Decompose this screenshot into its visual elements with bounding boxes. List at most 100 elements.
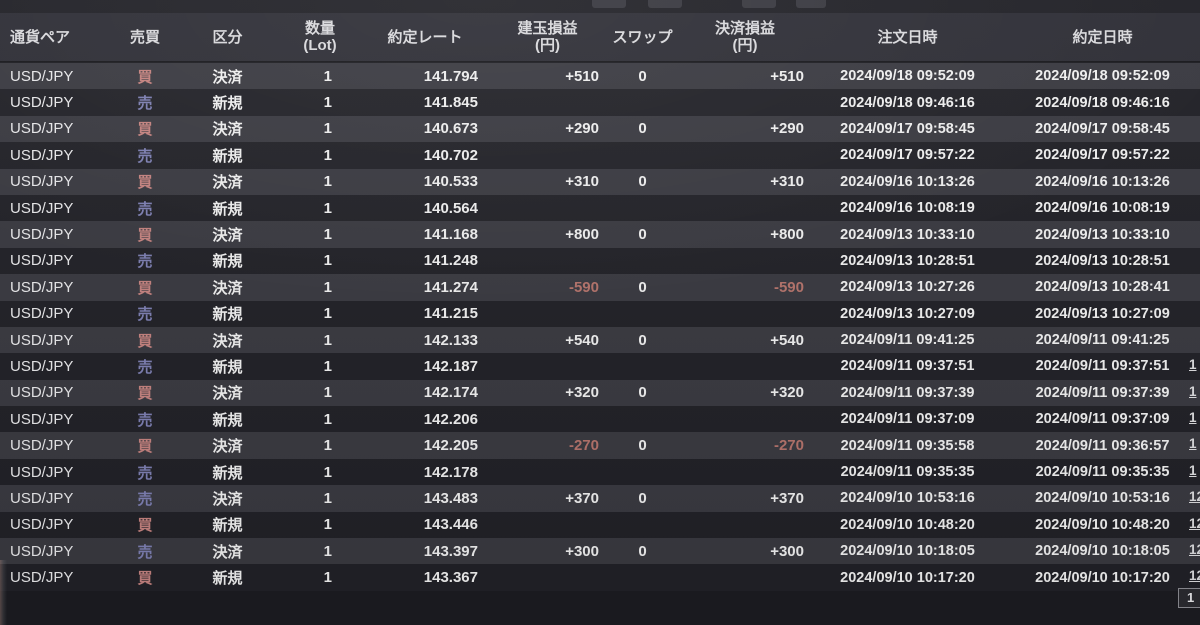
cell-pair: USD/JPY	[10, 569, 74, 587]
cell-exec_dt: 2024/09/13 10:27:09	[1035, 305, 1170, 322]
cell-pair: USD/JPY	[10, 516, 74, 534]
cell-kubun: 決済	[212, 490, 243, 508]
table-row[interactable]: USD/JPY 売 新規 1 141.845 2024/09/18 09:46:16 202…	[0, 89, 1200, 116]
cell-rate: 140.533	[423, 173, 478, 191]
table-row[interactable]: USD/JPY 買 決済 1 142.205 -270 0 -270 2024/09/11 09…	[0, 432, 1200, 459]
cell-close_pl: +320	[770, 384, 804, 402]
clipped-right-column-fragment: 1	[1189, 436, 1197, 452]
cell-open_pl: +310	[565, 173, 599, 191]
table-row[interactable]: USD/JPY 売 新規 1 140.564 2024/09/16 10:08:19 202…	[0, 194, 1200, 222]
cell-pair: USD/JPY	[10, 67, 74, 85]
header-kubun: 区分	[212, 28, 243, 46]
cell-exec_dt: 2024/09/11 09:37:39	[1035, 384, 1170, 401]
cell-swap: 0	[638, 120, 647, 138]
cell-pair: USD/JPY	[10, 410, 74, 428]
cell-rate: 141.215	[423, 305, 478, 323]
table-row[interactable]: USD/JPY 売 新規 1 140.702 2024/09/17 09:57:22 202…	[0, 142, 1200, 169]
cell-pair: USD/JPY	[10, 94, 74, 112]
cell-qty: 1	[323, 67, 332, 85]
page-number-box[interactable]: 1	[1178, 588, 1200, 608]
clipped-right-column-fragment: 12	[1189, 568, 1200, 584]
cell-pair: USD/JPY	[10, 226, 74, 244]
cell-pair: USD/JPY	[10, 173, 74, 191]
cell-qty: 1	[323, 120, 332, 138]
table-row[interactable]: USD/JPY 買 決済 1 141.274 -590 0 -590 2024/09/13 10…	[0, 274, 1200, 301]
cell-close_pl: +300	[770, 542, 804, 560]
cell-close_pl: +510	[770, 67, 804, 85]
cell-rate: 142.206	[423, 410, 478, 428]
cell-order_dt: 2024/09/13 10:27:09	[840, 305, 975, 322]
cell-open_pl: +370	[565, 489, 599, 507]
cell-side: 買	[137, 570, 153, 588]
cell-order_dt: 2024/09/10 10:53:16	[840, 490, 975, 507]
clipped-right-column-fragment: 1	[1189, 410, 1197, 426]
table-row[interactable]: USD/JPY 売 新規 1 141.215 2024/09/13 10:27:09 202…	[0, 300, 1200, 327]
cell-order_dt: 2024/09/13 10:28:51	[840, 252, 975, 269]
cell-order_dt: 2024/09/13 10:33:10	[840, 226, 975, 243]
table-row[interactable]: USD/JPY 買 決済 1 140.533 +310 0 +310 2024/09/16 10…	[0, 168, 1200, 195]
table-row[interactable]: USD/JPY 買 決済 1 141.168 +800 0 +800 2024/09/13 10…	[0, 221, 1200, 248]
header-open-pl: 建玉損益 (円)	[517, 20, 578, 54]
cell-side: 売	[137, 253, 153, 271]
cell-pair: USD/JPY	[10, 357, 74, 375]
cell-rate: 141.274	[423, 278, 478, 296]
table-row[interactable]: USD/JPY 売 新規 1 142.206 2024/09/11 09:37:09 202…	[0, 406, 1200, 433]
cell-side: 売	[137, 200, 153, 218]
cell-swap: 0	[638, 278, 647, 296]
table-row[interactable]: USD/JPY 買 決済 1 141.794 +510 0 +510 2024/09/18 09…	[0, 63, 1200, 90]
cell-order_dt: 2024/09/11 09:37:09	[840, 411, 975, 428]
table-row[interactable]: USD/JPY 売 新規 1 142.187 2024/09/11 09:37:51 202…	[0, 353, 1200, 380]
cell-exec_dt: 2024/09/16 10:08:19	[1035, 200, 1170, 217]
cell-order_dt: 2024/09/10 10:17:20	[840, 569, 975, 586]
table-row[interactable]: USD/JPY 売 決済 1 143.397 +300 0 +300 2024/09/10 10…	[0, 538, 1200, 565]
cell-order_dt: 2024/09/11 09:35:35	[840, 464, 975, 481]
cell-order_dt: 2024/09/10 10:48:20	[840, 516, 975, 533]
table-row[interactable]: USD/JPY 買 新規 1 143.446 2024/09/10 10:48:20 202…	[0, 511, 1200, 539]
cell-rate: 142.133	[423, 331, 478, 349]
cell-pair: USD/JPY	[10, 489, 74, 507]
cell-exec_dt: 2024/09/10 10:48:20	[1035, 516, 1170, 533]
table-row[interactable]: USD/JPY 売 決済 1 143.483 +370 0 +370 2024/09/10 10…	[0, 485, 1200, 512]
cell-exec_dt: 2024/09/11 09:35:35	[1035, 464, 1170, 481]
cell-exec_dt: 2024/09/13 10:28:51	[1035, 252, 1170, 269]
cell-exec_dt: 2024/09/16 10:13:26	[1035, 173, 1170, 190]
clipped-right-column-fragment: 12	[1189, 542, 1200, 558]
cell-qty: 1	[323, 173, 332, 191]
header-close-pl: 決済損益 (円)	[714, 20, 775, 54]
cell-exec_dt: 2024/09/11 09:37:51	[1035, 358, 1170, 375]
cell-swap: 0	[638, 437, 647, 455]
cell-swap: 0	[638, 67, 647, 85]
table-row[interactable]: USD/JPY 買 決済 1 142.174 +320 0 +320 2024/09/11 09…	[0, 379, 1200, 407]
cell-side: 売	[137, 411, 153, 429]
clipped-checkbox-icon[interactable]	[742, 0, 776, 8]
cell-qty: 1	[323, 489, 332, 507]
cell-side: 買	[137, 227, 153, 245]
cell-close_pl: +290	[770, 120, 804, 138]
cell-side: 売	[137, 490, 153, 508]
cell-side: 買	[137, 279, 153, 297]
cell-side: 売	[137, 358, 153, 376]
cell-side: 買	[137, 121, 153, 139]
cell-order_dt: 2024/09/11 09:37:39	[840, 384, 975, 401]
table-row[interactable]: USD/JPY 買 決済 1 142.133 +540 0 +540 2024/09/11 09…	[0, 326, 1200, 354]
clipped-checkbox-icon[interactable]	[592, 0, 626, 8]
cell-order_dt: 2024/09/18 09:46:16	[840, 94, 975, 111]
cell-rate: 141.248	[423, 252, 478, 270]
table-row[interactable]: USD/JPY 買 決済 1 140.673 +290 0 +290 2024/09/17 09…	[0, 115, 1200, 143]
cell-kubun: 新規	[212, 411, 243, 429]
cell-kubun: 決済	[212, 279, 243, 297]
cell-rate: 142.174	[423, 384, 478, 402]
table-row[interactable]: USD/JPY 買 新規 1 143.367 2024/09/10 10:17:20 202…	[0, 564, 1200, 591]
table-row[interactable]: USD/JPY 売 新規 1 142.178 2024/09/11 09:35:35 202…	[0, 458, 1200, 486]
cell-kubun: 決済	[212, 68, 243, 86]
cell-kubun: 決済	[212, 543, 243, 561]
cell-qty: 1	[323, 305, 332, 323]
cell-qty: 1	[323, 94, 332, 112]
cell-side: 買	[137, 332, 153, 350]
table-row[interactable]: USD/JPY 売 新規 1 141.248 2024/09/13 10:28:51 202…	[0, 247, 1200, 275]
cell-qty: 1	[323, 199, 332, 217]
cell-rate: 143.483	[423, 489, 478, 507]
cell-kubun: 決済	[212, 332, 243, 350]
table-body: USD/JPY 買決済 1 141.794 +510 0 +510 2024/09/18 09…	[0, 63, 1200, 591]
cell-order_dt: 2024/09/16 10:08:19	[840, 200, 975, 217]
